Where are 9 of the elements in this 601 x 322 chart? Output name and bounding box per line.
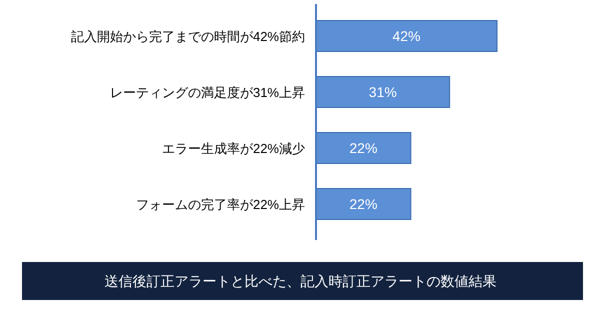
data-label: 22% — [349, 196, 378, 212]
y-tick-label: レーティングの満足度が31%上昇 — [110, 85, 305, 100]
y-tick-label: エラー生成率が22%減少 — [162, 141, 305, 156]
y-tick-label: フォームの完了率が22%上昇 — [136, 197, 305, 212]
data-label: 31% — [368, 84, 397, 100]
data-label: 42% — [392, 28, 421, 44]
data-label: 22% — [349, 140, 378, 156]
y-tick-label: 記入開始から完了までの時間が42%節約 — [70, 29, 305, 44]
text: 送信後訂正アラートと比べた、記入時訂正アラートの数値結果 — [104, 273, 496, 289]
